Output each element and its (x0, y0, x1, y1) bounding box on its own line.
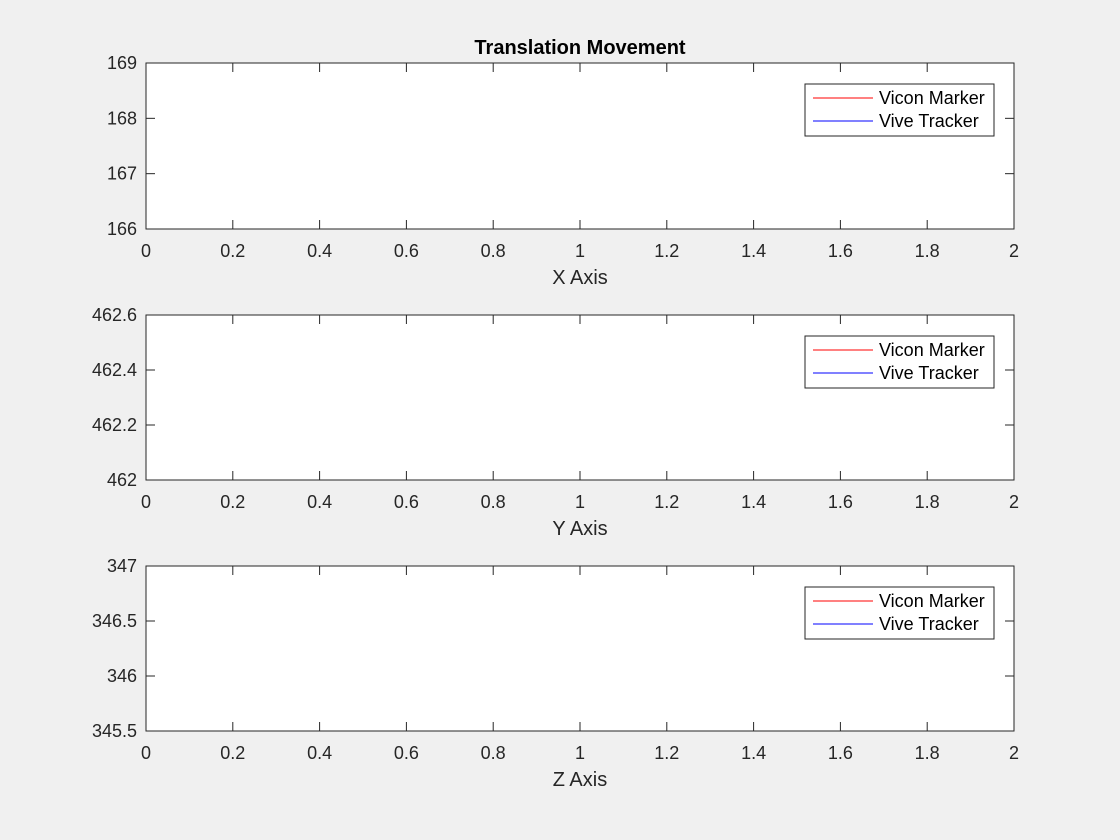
x-tick-label: 1.4 (741, 241, 766, 261)
x-tick-label: 0.6 (394, 241, 419, 261)
y-tick-label: 462.6 (92, 305, 137, 325)
legend-box (804, 83, 995, 137)
x-tick-label: 1.2 (654, 743, 679, 763)
y-tick-label: 167 (107, 164, 137, 184)
y-tick-label: 462 (107, 470, 137, 490)
x-tick-label: 1.2 (654, 241, 679, 261)
axes-2: 0 0.2 0.4 0.6 0.8 1 1.2 1.4 1.6 1.8 2 462 462.2 462.4… (92, 305, 1019, 540)
x-tick-label: 2 (1009, 241, 1019, 261)
x-tick-label: 0.2 (220, 492, 245, 512)
legend: Vicon Marker Vive Tracker (804, 335, 995, 389)
x-tick-label: 0 (141, 241, 151, 261)
axes-frame (145, 565, 1015, 732)
legend-label-2: Vive Tracker (879, 111, 979, 131)
y-tick-label: 166 (107, 219, 137, 239)
x-axis-label: Y Axis (552, 518, 607, 540)
x-tick-label: 1.6 (828, 492, 853, 512)
x-tick-label: 0.2 (220, 743, 245, 763)
x-tick-label: 0 (141, 492, 151, 512)
y-tick-label: 462.4 (92, 360, 137, 380)
y-tick-label: 168 (107, 108, 137, 128)
y-tick-label: 169 (107, 53, 137, 73)
x-tick-label: 0 (141, 743, 151, 763)
x-tick-label: 2 (1009, 743, 1019, 763)
x-tick-label: 1.8 (915, 241, 940, 261)
x-tick-label: 0.8 (481, 241, 506, 261)
legend-label-1: Vicon Marker (879, 340, 985, 360)
x-tick-label: 0.6 (394, 743, 419, 763)
x-axis-label: Z Axis (553, 769, 607, 791)
axes-frame (145, 62, 1015, 230)
legend: Vicon Marker Vive Tracker (804, 586, 995, 640)
axes-layer: 0 0.2 0.4 0.6 0.8 1 1.2 1.4 1.6 1.8 2 166 167 168 169 X… (92, 53, 1019, 791)
legend-label-1: Vicon Marker (879, 591, 985, 611)
x-tick-label: 1.4 (741, 743, 766, 763)
x-tick-label: 1 (575, 241, 585, 261)
legend-box (804, 586, 995, 640)
x-tick-label: 0.6 (394, 492, 419, 512)
x-tick-label: 1 (575, 743, 585, 763)
legend-label-2: Vive Tracker (879, 614, 979, 634)
legend-label-2: Vive Tracker (879, 363, 979, 383)
x-tick-label: 0.4 (307, 492, 332, 512)
axes-1: 0 0.2 0.4 0.6 0.8 1 1.2 1.4 1.6 1.8 2 166 167 168 169 X… (107, 53, 1019, 289)
axes-3: 0 0.2 0.4 0.6 0.8 1 1.2 1.4 1.6 1.8 2 345.5 346 346.5… (92, 556, 1019, 791)
x-tick-label: 1.4 (741, 492, 766, 512)
legend-box (804, 335, 995, 389)
figure-title: Translation Movement (474, 37, 685, 59)
y-tick-label: 345.5 (92, 721, 137, 741)
x-tick-label: 2 (1009, 492, 1019, 512)
x-tick-label: 1 (575, 492, 585, 512)
x-tick-label: 0.4 (307, 743, 332, 763)
y-tick-label: 346.5 (92, 611, 137, 631)
x-tick-label: 1.8 (915, 743, 940, 763)
y-tick-label: 462.2 (92, 415, 137, 435)
x-tick-label: 1.8 (915, 492, 940, 512)
x-tick-label: 0.8 (481, 492, 506, 512)
legend-label-1: Vicon Marker (879, 88, 985, 108)
x-tick-label: 1.6 (828, 241, 853, 261)
x-tick-label: 0.8 (481, 743, 506, 763)
y-tick-label: 346 (107, 666, 137, 686)
legend: Vicon Marker Vive Tracker (804, 83, 995, 137)
y-tick-label: 347 (107, 556, 137, 576)
x-tick-label: 1.2 (654, 492, 679, 512)
x-tick-label: 0.4 (307, 241, 332, 261)
x-tick-label: 1.6 (828, 743, 853, 763)
axes-frame (145, 314, 1015, 481)
x-axis-label: X Axis (552, 267, 608, 289)
x-tick-label: 0.2 (220, 241, 245, 261)
